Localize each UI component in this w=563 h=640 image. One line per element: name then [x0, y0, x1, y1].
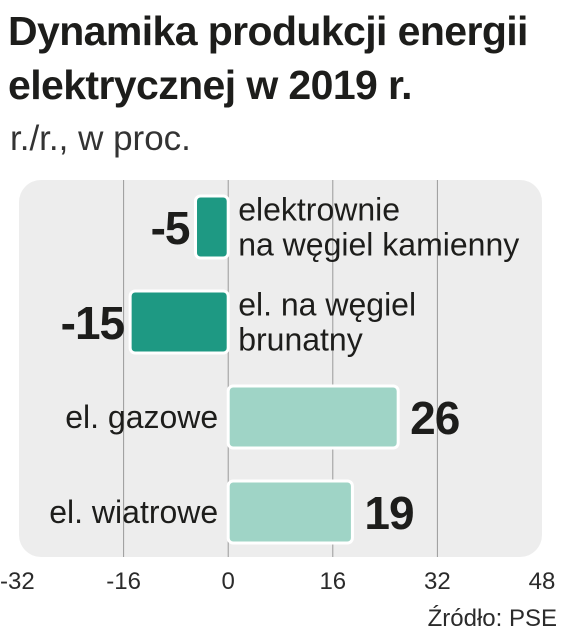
category-label: el. gazowe [65, 399, 218, 435]
x-tick-label: -32 [0, 568, 35, 595]
data-label: 19 [364, 487, 413, 539]
x-tick-label: 0 [222, 568, 235, 595]
category-label: brunatny [238, 322, 363, 358]
x-tick-label: -16 [106, 568, 141, 595]
data-label: 26 [410, 392, 459, 444]
bar [194, 194, 230, 260]
x-tick-label: 48 [529, 568, 556, 595]
chart-subtitle: r./r., w proc. [10, 119, 191, 158]
category-label: na węgiel kamienny [238, 227, 519, 263]
chart-title: Dynamika produkcji energii elektrycznej … [8, 8, 528, 108]
category-label: el. na węgiel [238, 287, 416, 323]
x-tick-label: 32 [424, 568, 451, 595]
plot-panel [19, 180, 542, 557]
data-label: -5 [151, 202, 190, 254]
bar [226, 479, 354, 545]
source-note: Źródło: PSE [427, 605, 557, 632]
x-tick-label: 16 [319, 568, 346, 595]
bar [226, 384, 400, 450]
category-label: el. wiatrowe [49, 494, 218, 530]
data-label: -15 [61, 297, 125, 349]
bar [128, 289, 230, 355]
category-label: elektrownie [238, 192, 400, 228]
